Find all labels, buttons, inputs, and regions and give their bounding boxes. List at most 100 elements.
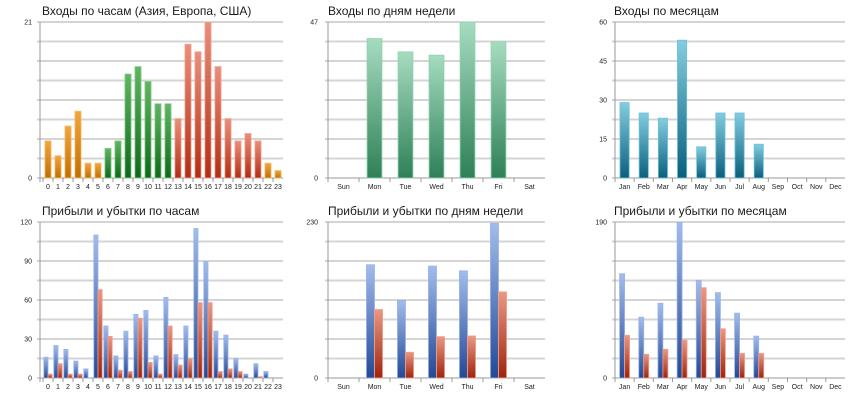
x-tick-label: 13 (174, 384, 182, 391)
loss-bar-18 (227, 368, 233, 379)
chart-canvas: 0 47 Sun Mon Tue Wed Thu Fri Sat (310, 20, 545, 191)
x-tick-label: Nov (810, 184, 823, 191)
loss-bar-13 (177, 364, 183, 379)
loss-bar-15 (197, 302, 203, 379)
bar-13 (174, 118, 182, 179)
profit-bar-15 (193, 228, 199, 379)
profit-bar-0 (43, 356, 49, 379)
chart-canvas: 0 15 30 45 60 Jan Feb Mar Apr May Jun Jul Aug Sep Oct N… (599, 20, 845, 191)
profit-bar-Mon (366, 264, 375, 379)
profit-bar-7 (113, 355, 119, 379)
x-tick-label: Oct (792, 384, 803, 391)
profit-bar-2 (63, 348, 69, 379)
x-tick-label: Jun (715, 184, 726, 191)
bar-1 (54, 155, 62, 179)
x-tick-label: Oct (792, 184, 803, 191)
chart-title: Входы по дням недели (328, 4, 456, 18)
x-tick-label: Fri (494, 384, 503, 391)
profit-bar-Apr (676, 221, 683, 379)
bar-19 (234, 140, 242, 179)
x-tick-label: Sat (524, 184, 535, 191)
y-tick-label: 120 (20, 220, 32, 227)
x-tick-label: 16 (204, 384, 212, 391)
bar-Jan (619, 102, 630, 179)
x-tick-label: 15 (194, 384, 202, 391)
x-tick-label: 9 (136, 184, 140, 191)
y-tick-label: 230 (306, 220, 318, 227)
bar-10 (144, 81, 152, 179)
loss-bar-1 (57, 363, 63, 379)
x-tick-label: 7 (116, 384, 120, 391)
x-tick-label: 3 (76, 184, 80, 191)
bar-11 (154, 103, 162, 179)
y-tick-label: 30 (24, 337, 32, 344)
y-tick-label: 30 (599, 98, 607, 105)
y-tick-label: 0 (28, 376, 32, 383)
x-tick-label: 20 (244, 184, 252, 191)
x-tick-label: 23 (274, 384, 282, 391)
profit-bar-1 (53, 345, 59, 379)
y-tick-label: 15 (599, 137, 607, 144)
x-tick-label: 14 (184, 184, 192, 191)
x-tick-label: Jun (715, 384, 726, 391)
x-tick-label: Fri (494, 184, 503, 191)
loss-bar-Fri (498, 291, 507, 379)
x-tick-label: Mar (657, 184, 670, 191)
x-tick-label: 0 (46, 384, 50, 391)
profit-bar-18 (223, 334, 229, 379)
loss-bar-3 (77, 373, 83, 379)
bar-16 (204, 21, 212, 179)
chart-logins-by-hour: Входы по часам (Азия, Европа, США) 0 21 0 1… (0, 0, 290, 200)
bar-23 (274, 170, 282, 179)
bar-5 (94, 162, 102, 179)
x-tick-label: Wed (429, 384, 443, 391)
y-tick-label: 0 (28, 176, 32, 183)
x-tick-label: May (695, 384, 709, 391)
profit-bar-Thu (459, 270, 468, 379)
x-tick-label: 11 (154, 384, 161, 391)
y-tick-label: 0 (314, 376, 318, 383)
bar-3 (74, 110, 82, 179)
loss-bar-Feb (643, 353, 650, 379)
x-tick-label: Apr (677, 184, 689, 191)
x-tick-label: 14 (184, 384, 192, 391)
profit-bar-10 (143, 310, 149, 379)
x-tick-label: 15 (194, 184, 202, 191)
x-tick-label: Feb (638, 384, 650, 391)
x-tick-label: 12 (164, 384, 172, 391)
x-tick-label: 0 (46, 184, 50, 191)
x-tick-label: Apr (677, 384, 689, 391)
loss-bar-Jun (720, 328, 726, 379)
x-tick-label: Jul (735, 184, 744, 191)
loss-bar-Jul (739, 352, 745, 379)
x-tick-label: Jan (619, 384, 630, 391)
chart-title: Прибыли и убытки по дням недели (328, 204, 524, 218)
x-tick-label: 21 (254, 384, 262, 391)
loss-bar-12 (167, 325, 173, 379)
profit-bar-5 (93, 234, 99, 379)
bar-18 (224, 118, 232, 179)
profit-bar-17 (213, 330, 219, 379)
loss-bar-Tue (405, 351, 414, 379)
y-tick-label: 21 (24, 20, 32, 27)
bar-Jun (715, 112, 726, 179)
x-tick-label: 11 (154, 184, 161, 191)
x-tick-label: Feb (638, 184, 650, 191)
y-tick-label: 0 (603, 376, 607, 383)
x-tick-label: 16 (204, 184, 212, 191)
x-tick-label: Jul (735, 384, 744, 391)
bar-17 (214, 66, 222, 179)
chart-canvas: 0 190 Jan Feb Mar Apr May Jun Jul Aug Sep Oct Nov Dec (595, 220, 845, 391)
chart-title: Входы по часам (Азия, Европа, США) (42, 4, 252, 18)
x-tick-label: Dec (829, 384, 842, 391)
x-tick-label: 2 (66, 384, 70, 391)
x-tick-label: 5 (96, 184, 100, 191)
x-tick-label: 4 (86, 184, 90, 191)
bar-Wed (428, 54, 445, 179)
y-tick-label: 47 (310, 20, 318, 27)
bar-9 (134, 66, 142, 179)
x-tick-label: Mon (368, 384, 382, 391)
x-tick-label: 22 (264, 384, 272, 391)
x-tick-label: 10 (144, 384, 152, 391)
profit-bar-8 (123, 330, 129, 379)
